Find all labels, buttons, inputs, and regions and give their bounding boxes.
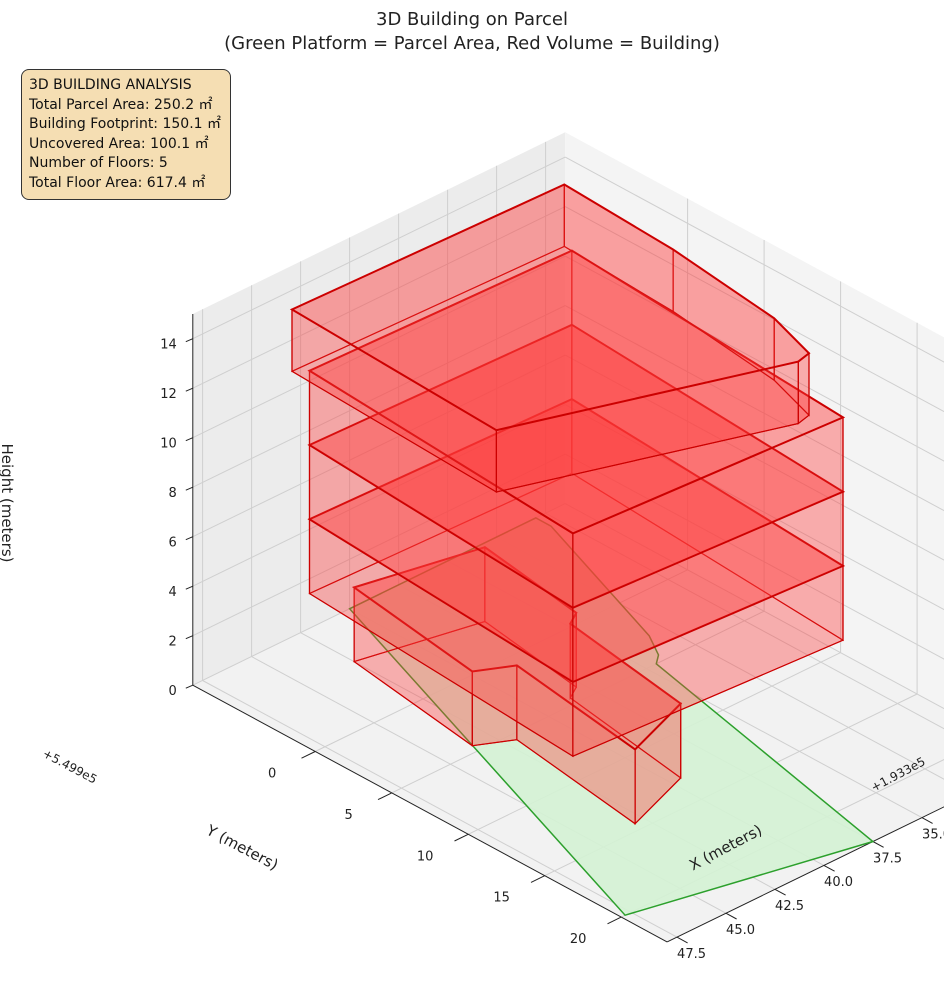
z-tick-mark (185, 536, 193, 541)
grid-line (202, 680, 678, 938)
y-tick-mark (872, 841, 884, 848)
grid-line (192, 305, 566, 488)
y-tick-mark (774, 888, 786, 896)
floor-wall (797, 352, 810, 425)
info-line: Building Footprint: 150.1 ㎡ (29, 116, 222, 132)
x-tick-mark (454, 833, 469, 842)
z-tick-mark (185, 387, 193, 392)
chart-title: 3D Building on Parcel (376, 9, 568, 30)
y-tick-label: 45.0 (726, 923, 755, 938)
axis-lines (192, 314, 944, 943)
y-axis-label: Y (meters) (203, 821, 282, 874)
grid-line (192, 453, 566, 637)
z-tick-label: 12 (160, 387, 177, 402)
grid-line (564, 503, 944, 710)
info-heading: 3D BUILDING ANALYSIS (29, 77, 192, 93)
x-tick-label: 10 (417, 849, 434, 864)
grid-line (564, 156, 944, 363)
info-line: Total Floor Area: 617.4 ㎡ (29, 174, 206, 191)
grid-line (545, 512, 944, 730)
analysis-info-box: 3D BUILDING ANALYSIS Total Parcel Area: … (21, 69, 231, 200)
z-tick-label: 2 (169, 635, 177, 650)
grid-line (192, 206, 566, 389)
x-tick-label: 20 (570, 932, 587, 947)
z-tick-mark (185, 684, 193, 689)
y-tick-label: 42.5 (775, 899, 804, 914)
grid-line (564, 206, 944, 413)
y-tick-label: 47.5 (677, 947, 706, 962)
floor-top (307, 249, 846, 535)
x-tick-mark (530, 875, 545, 883)
grid-line (192, 156, 566, 340)
y-tick-mark (823, 864, 835, 872)
grid-line (564, 255, 944, 462)
y-axis-offset: +5.499e5 (40, 746, 99, 786)
building-volume (289, 183, 846, 826)
y-tick-label: 35.0 (922, 827, 944, 842)
parcel-platform (348, 517, 875, 917)
z-tick-label: 14 (160, 338, 177, 353)
left-wall-pane (192, 132, 566, 686)
z-tick-mark (185, 585, 193, 590)
floor-top (289, 183, 811, 432)
y-tick-label: 37.5 (873, 851, 902, 866)
info-line: Total Parcel Area: 250.2 ㎡ (29, 96, 213, 113)
grid-line (192, 255, 566, 439)
z-tick-label: 0 (169, 684, 177, 699)
x-tick-label: 15 (493, 891, 510, 906)
x-tick-mark (301, 751, 316, 759)
z-tick-mark (185, 437, 193, 442)
z-axis-label: Height (meters) (0, 444, 16, 563)
z-tick-mark (185, 486, 193, 491)
tick-marks: 0510152030.032.535.037.540.042.545.047.5… (160, 338, 944, 962)
right-wall-pane (565, 132, 944, 709)
grid-line (564, 354, 944, 561)
x-tick-mark (607, 916, 622, 925)
info-line: Uncovered Area: 100.1 ㎡ (29, 135, 209, 152)
grid-line (564, 404, 944, 611)
x-axis-line (192, 684, 668, 943)
chart-subtitle: (Green Platform = Parcel Area, Red Volum… (224, 33, 720, 54)
z-tick-mark (185, 635, 193, 640)
x-tick-mark (377, 792, 392, 801)
y-tick-mark (921, 817, 933, 824)
z-tick-mark (185, 338, 193, 343)
x-tick-label: 5 (344, 808, 352, 823)
y-axis-line (666, 806, 944, 943)
z-tick-label: 10 (160, 437, 177, 452)
z-tick-label: 6 (169, 536, 177, 551)
y-tick-mark (725, 912, 737, 920)
parcel-polygon (348, 517, 875, 917)
z-tick-label: 4 (169, 585, 177, 600)
grid-line (192, 404, 566, 587)
z-tick-label: 8 (169, 486, 177, 501)
y-tick-mark (676, 936, 688, 944)
y-tick-label: 40.0 (824, 875, 853, 890)
x-tick-label: 0 (268, 767, 276, 782)
grid-line (192, 354, 566, 538)
info-line: Number of Floors: 5 (29, 155, 168, 171)
